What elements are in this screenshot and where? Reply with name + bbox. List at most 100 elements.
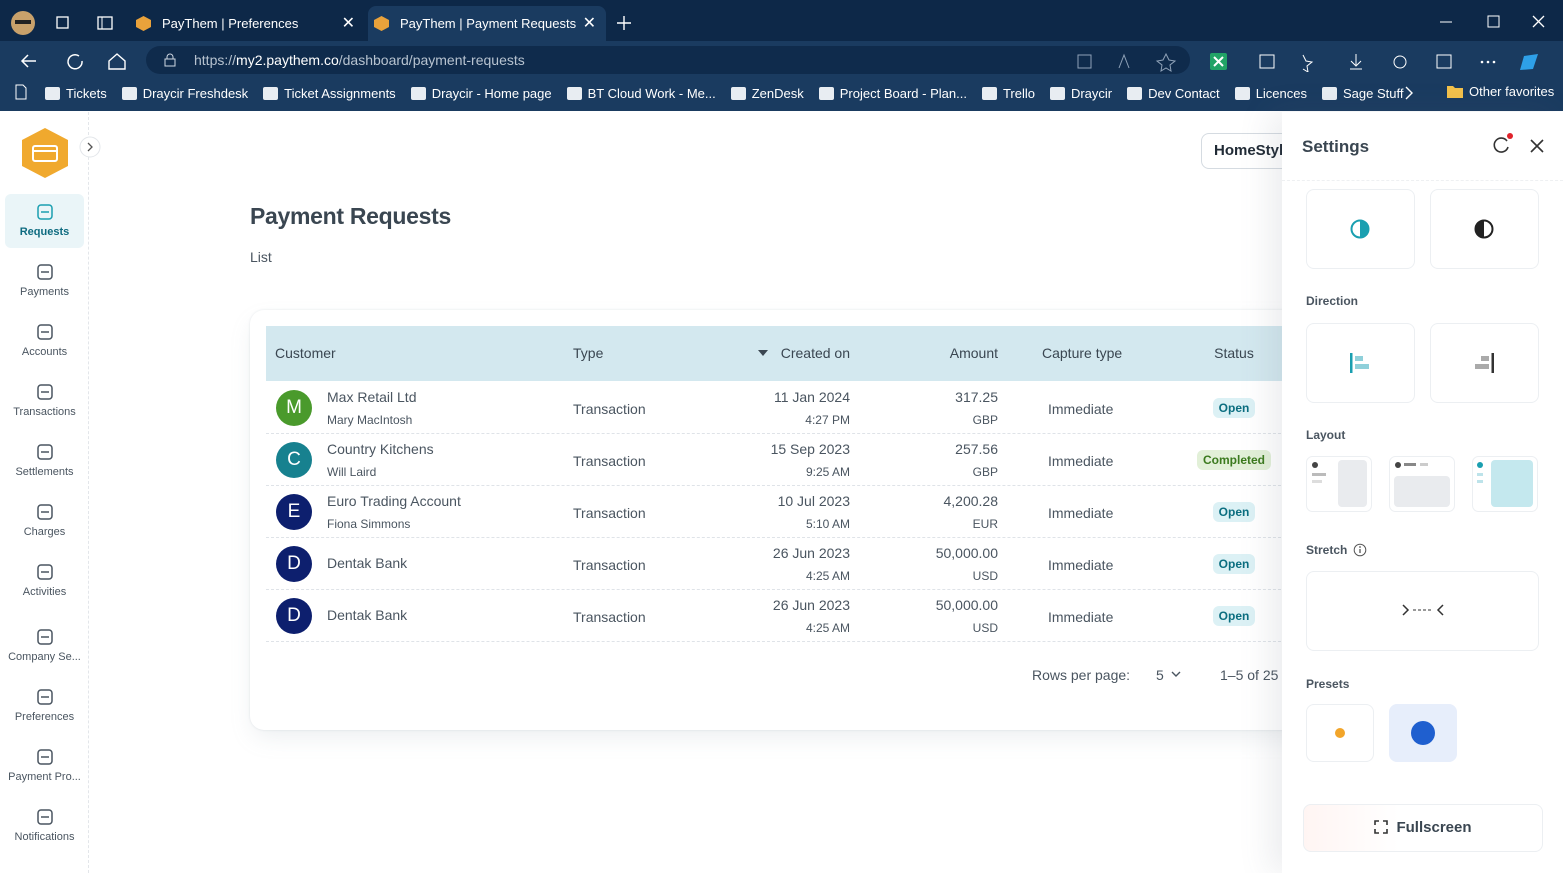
nav-item[interactable]: Company Se... — [5, 619, 84, 673]
mode-option[interactable] — [1430, 189, 1539, 269]
bookmark-label: Dev Contact — [1148, 85, 1220, 101]
preset-dot — [1335, 728, 1345, 738]
tab[interactable]: PayThem | Preferences ✕ — [130, 6, 365, 41]
bookmark[interactable]: Trello — [981, 86, 1035, 101]
select-chevron[interactable] — [1171, 671, 1181, 679]
created-date: 26 Jun 2023 — [772, 545, 850, 561]
column-header[interactable]: Amount — [949, 345, 998, 361]
bookmark[interactable]: ZenDesk — [730, 86, 804, 101]
url-path: /dashboard/payment-requests — [338, 52, 525, 68]
nav-item[interactable]: Charges — [5, 494, 84, 548]
column-header[interactable]: Created on — [780, 345, 850, 361]
toolbar-icons[interactable] — [1076, 52, 1556, 72]
tab-actions-icon[interactable] — [97, 15, 113, 31]
info-icon[interactable] — [1353, 543, 1367, 557]
nav-item[interactable]: Payments — [5, 254, 84, 308]
customer-name: Max Retail Ltd — [327, 389, 417, 405]
direction-option[interactable] — [1430, 323, 1539, 403]
nav-item[interactable]: Payment Pro... — [5, 739, 84, 793]
bookmark-label: Draycir - Home page — [431, 85, 552, 101]
bookmark[interactable]: Draycir - Home page — [410, 85, 552, 101]
avatar: C — [276, 442, 312, 478]
bookmark-icon — [818, 86, 834, 100]
type: Transaction — [573, 505, 646, 521]
bookmark[interactable]: Licences — [1234, 86, 1307, 101]
rows-per-page-select[interactable]: 5 — [1156, 667, 1164, 683]
toolbar: https://my2.paythem.co/dashboard/payment… — [0, 41, 1563, 111]
nav-item[interactable]: Activities — [5, 554, 84, 608]
mode-option[interactable] — [1306, 189, 1415, 269]
nav-item[interactable]: Preferences — [5, 679, 84, 733]
bookmark[interactable]: Project Board - Plan... — [818, 86, 967, 101]
column-header[interactable]: Type — [573, 345, 604, 361]
nav-label: Preferences — [14, 711, 75, 723]
section-label: Presets — [1306, 677, 1350, 691]
customer-name: Country Kitchens — [327, 441, 434, 457]
created-time: 5:10 AM — [805, 517, 850, 531]
tab-close[interactable]: ✕ — [582, 15, 596, 32]
capture-type: Immediate — [1048, 609, 1114, 625]
nav-icon — [36, 809, 53, 825]
bookmarks-more[interactable] — [1404, 86, 1414, 100]
bookmark[interactable]: Tickets — [45, 86, 107, 101]
direction-option[interactable] — [1306, 323, 1415, 403]
window-controls[interactable] — [1440, 14, 1550, 30]
status-chip: Completed — [1194, 450, 1274, 470]
bookmark[interactable]: BT Cloud Work - Me... — [566, 86, 716, 101]
column-header[interactable]: Capture type — [1042, 345, 1123, 361]
bookmark[interactable]: Dev Contact — [1127, 86, 1220, 101]
nav-item[interactable]: Settlements — [5, 434, 84, 488]
section-label: Direction — [1306, 294, 1359, 308]
table-row[interactable] — [266, 538, 1306, 590]
avatar: E — [276, 494, 312, 530]
column-header[interactable]: Status — [1214, 345, 1254, 361]
layout-options[interactable] — [1306, 456, 1546, 512]
bookmark-icon — [1127, 86, 1143, 100]
column-header[interactable]: Customer — [275, 345, 336, 361]
nav-item[interactable]: Requests — [5, 194, 84, 248]
nav-label: Payments — [20, 286, 69, 298]
rows-per-page-value: 5 — [1156, 667, 1164, 683]
tab-active[interactable]: PayThem | Payment Requests ✕ — [368, 6, 606, 41]
preset-option[interactable] — [1306, 704, 1374, 762]
nav-item[interactable]: Notifications — [5, 799, 84, 853]
stretch-option[interactable] — [1306, 571, 1539, 651]
bookmark-icon — [121, 86, 137, 100]
nav-label: Activities — [22, 586, 67, 598]
tab-close[interactable]: ✕ — [341, 15, 355, 32]
bookmark[interactable]: Ticket Assignments — [263, 86, 396, 101]
nav-buttons[interactable] — [20, 52, 140, 70]
sort-arrow[interactable] — [758, 349, 768, 357]
table-row[interactable] — [266, 382, 1306, 434]
nav-item[interactable]: Accounts — [5, 314, 84, 368]
fullscreen-icon — [1374, 820, 1389, 834]
amount: 257.56 — [955, 441, 998, 457]
org-name: HomeStyl — [1214, 142, 1284, 159]
table-row[interactable] — [266, 434, 1306, 486]
bookmark[interactable]: Draycir — [1049, 86, 1112, 101]
stretch-icon — [1402, 604, 1444, 616]
nav-label: Payment Pro... — [8, 771, 81, 783]
table-row[interactable] — [266, 486, 1306, 538]
nav-label: Notifications — [14, 831, 75, 843]
created-date: 11 Jan 2024 — [773, 389, 850, 405]
bookmark[interactable]: Draycir Freshdesk — [121, 86, 248, 101]
nav-icon — [36, 384, 53, 400]
preset-option-selected[interactable] — [1389, 704, 1457, 762]
nav-label: Transactions — [13, 406, 76, 418]
sidebar-toggle[interactable] — [79, 136, 101, 158]
bookmark[interactable]: Sage Stuff — [1322, 86, 1403, 101]
settings-actions[interactable] — [1490, 132, 1560, 160]
table-row[interactable] — [266, 590, 1306, 642]
new-tab[interactable] — [616, 15, 632, 31]
other-favorites[interactable]: Other favorites — [1447, 84, 1554, 99]
fullscreen-button[interactable]: Fullscreen — [1303, 804, 1543, 852]
nav-item[interactable]: Transactions — [5, 374, 84, 428]
nav-icon — [36, 749, 53, 765]
profile-icon — [11, 11, 35, 35]
created-date: 10 Jul 2023 — [777, 493, 850, 509]
address-bar[interactable]: https://my2.paythem.co/dashboard/payment… — [146, 46, 1190, 74]
bookmark-label: Ticket Assignments — [284, 85, 396, 101]
